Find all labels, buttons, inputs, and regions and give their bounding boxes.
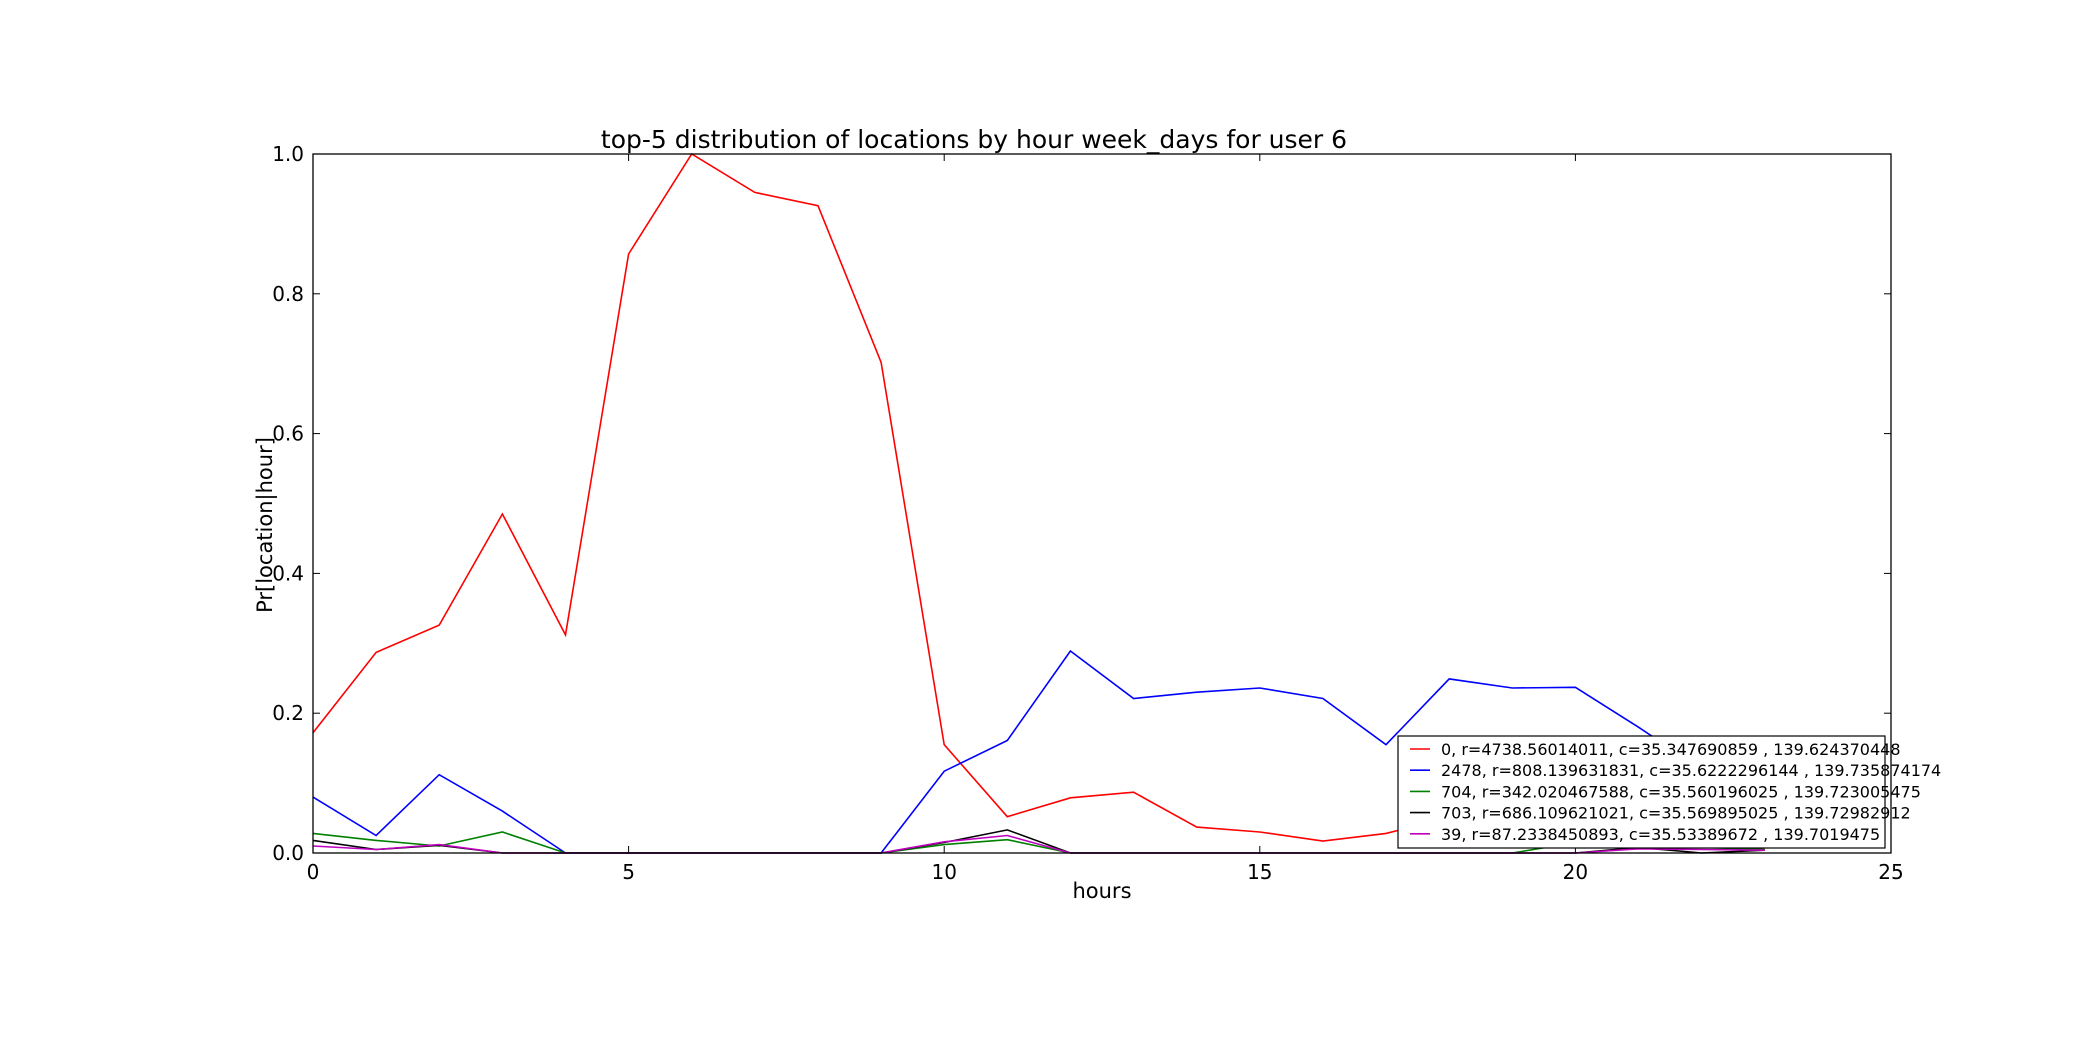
series-line-2: [312, 831, 1765, 854]
x-tick-label: 15: [1247, 860, 1272, 884]
y-tick-label: 0.4: [272, 561, 304, 585]
legend-entry-label: 704, r=342.020467588, c=35.560196025 , 1…: [1441, 782, 1921, 801]
y-tick-label: 0.0: [272, 841, 304, 865]
y-tick-label: 0.6: [272, 422, 304, 446]
legend-box: [1397, 735, 1886, 849]
legend: 0, r=4738.56014011, c=35.347690859 , 139…: [1397, 735, 1941, 849]
axes-frame: [312, 153, 1892, 854]
y-tick-label: 1.0: [272, 142, 304, 166]
x-tick-label: 0: [307, 860, 320, 884]
plot-area: 0 5 10 15 20 25 0.0 0.2 0.4 0.6 0.8 1.0: [272, 142, 1904, 884]
y-axis-label: Pr[location|hour]: [253, 437, 278, 613]
y-tick-label: 0.2: [272, 701, 304, 725]
chart-title: top-5 distribution of locations by hour …: [601, 125, 1347, 154]
legend-entry-label: 703, r=686.109621021, c=35.569895025 , 1…: [1441, 804, 1911, 823]
x-tick-label: 20: [1563, 860, 1588, 884]
x-tick-label: 10: [931, 860, 956, 884]
x-axis-label: hours: [1072, 879, 1131, 903]
legend-entry-label: 0, r=4738.56014011, c=35.347690859 , 139…: [1441, 740, 1901, 759]
series-line-1: [312, 649, 1766, 854]
x-tick-label: 25: [1878, 860, 1903, 884]
y-tick-label: 0.8: [272, 282, 304, 306]
legend-entry-label: 2478, r=808.139631831, c=35.6222296144 ,…: [1441, 761, 1941, 780]
legend-entry-label: 39, r=87.2338450893, c=35.53389672 , 139…: [1441, 825, 1880, 844]
x-tick-label: 5: [622, 860, 635, 884]
